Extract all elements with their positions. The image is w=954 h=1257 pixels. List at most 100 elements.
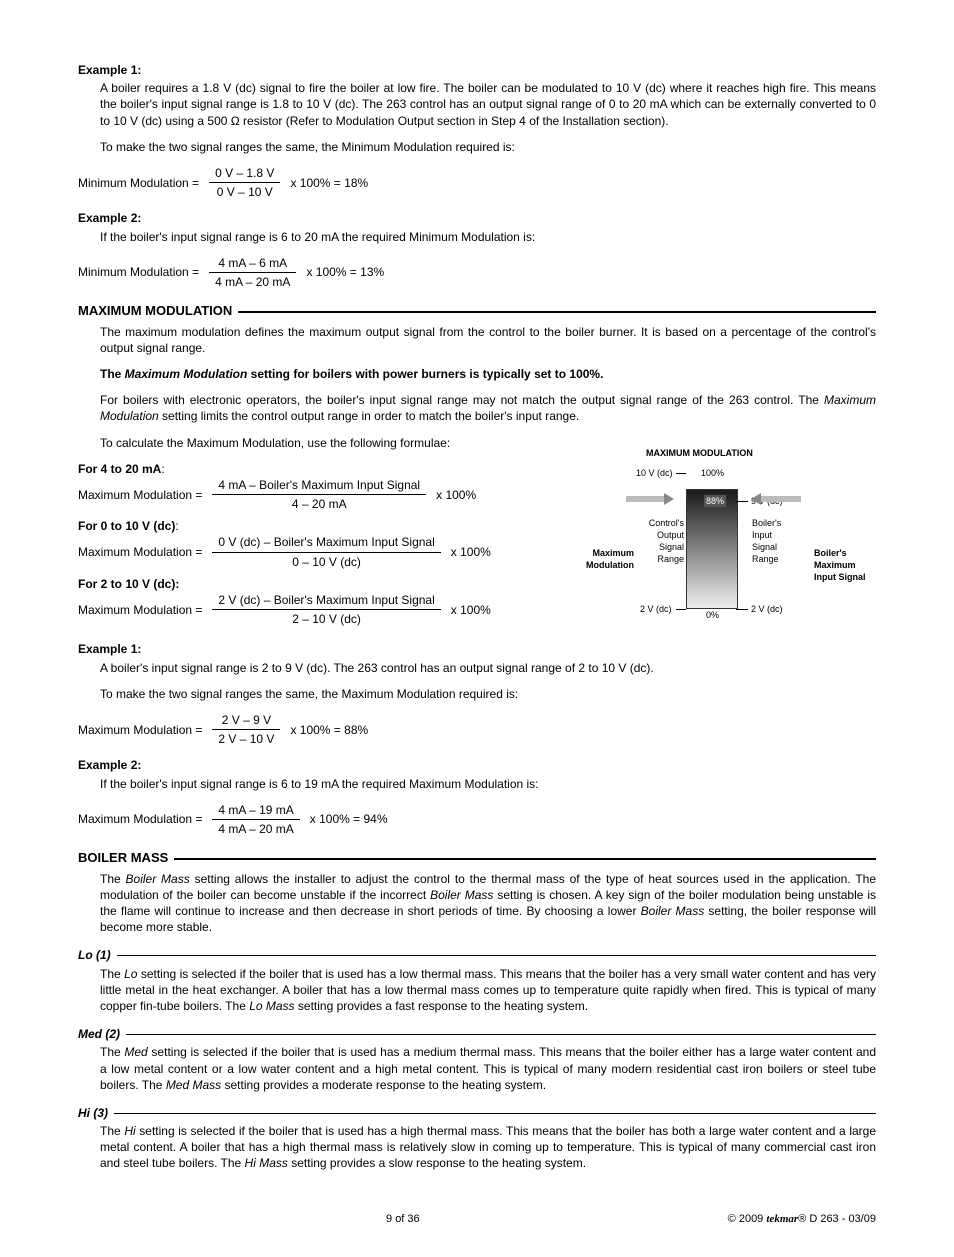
boilermass-title: BOILER MASS <box>78 849 876 867</box>
formula-label: Maximum Modulation = <box>78 811 202 827</box>
t: Med Mass <box>166 1078 221 1092</box>
rule <box>126 1034 876 1035</box>
formula-label: Maximum Modulation = <box>78 722 202 738</box>
t: Lo <box>124 967 137 981</box>
maxex1-lead: A boiler's input signal range is 2 to 9 … <box>78 660 876 676</box>
maxmod-title-text: MAXIMUM MODULATION <box>78 302 232 320</box>
t: setting provides a moderate response to … <box>221 1078 546 1092</box>
numerator: 0 V (dc) – Boiler's Maximum Input Signal <box>212 534 440 552</box>
t: setting for boilers with power burners i… <box>247 367 603 381</box>
bot-left-label: 2 V (dc) <box>640 603 672 615</box>
denominator: 4 – 20 mA <box>212 495 426 512</box>
denominator: 4 mA – 20 mA <box>212 820 299 837</box>
numerator: 4 mA – 19 mA <box>212 802 299 820</box>
maxmod-title: MAXIMUM MODULATION <box>78 302 876 320</box>
denominator: 2 – 10 V (dc) <box>212 610 440 627</box>
tick <box>676 473 686 474</box>
brand: tekmar <box>766 1213 798 1225</box>
example2-formula: Minimum Modulation = 4 mA – 6 mA 4 mA – … <box>78 255 876 290</box>
f3-head: For 2 to 10 V (dc): <box>78 576 576 592</box>
t: The <box>100 367 125 381</box>
t: The <box>100 967 124 981</box>
formula-diagram-row: For 4 to 20 mA: Maximum Modulation = 4 m… <box>78 461 876 634</box>
top-pct: 100% <box>701 467 724 479</box>
maxmod-diagram: MAXIMUM MODULATION 10 V (dc) 100% 88% 9 … <box>596 461 876 631</box>
f1: Maximum Modulation = 4 mA – Boiler's Max… <box>78 477 576 512</box>
t: Boiler Mass <box>641 904 705 918</box>
rule <box>117 955 876 956</box>
maxex2-head: Example 2: <box>78 757 876 773</box>
numerator: 4 mA – 6 mA <box>209 255 296 273</box>
copyright: © 2009 <box>728 1213 767 1225</box>
numerator: 0 V – 1.8 V <box>209 165 280 183</box>
formula-label: Maximum Modulation = <box>78 487 202 503</box>
right-group2: Boiler's Maximum Input Signal <box>814 547 866 583</box>
example1-body: A boiler requires a 1.8 V (dc) signal to… <box>78 80 876 129</box>
t: Maximum Modulation <box>125 367 248 381</box>
rule <box>238 309 876 313</box>
denominator: 2 V – 10 V <box>212 730 280 747</box>
diagram-title: MAXIMUM MODULATION <box>646 447 753 459</box>
hi-title-text: Hi (3) <box>78 1105 108 1121</box>
numerator: 2 V – 9 V <box>212 712 280 730</box>
formula-label: Minimum Modulation = <box>78 264 199 280</box>
docnum: D 263 - 03/09 <box>806 1213 876 1225</box>
maxmod-p3: For boilers with electronic operators, t… <box>78 392 876 424</box>
maxmod-p4: To calculate the Maximum Modulation, use… <box>78 435 876 451</box>
tick <box>736 609 748 610</box>
t: The <box>100 1124 124 1138</box>
maxex2-formula: Maximum Modulation = 4 mA – 19 mA 4 mA –… <box>78 802 876 837</box>
lo-body: The Lo setting is selected if the boiler… <box>78 966 876 1015</box>
denominator: 0 – 10 V (dc) <box>212 553 440 570</box>
f3: Maximum Modulation = 2 V (dc) – Boiler's… <box>78 592 576 627</box>
t: Boiler Mass <box>430 888 493 902</box>
numerator: 2 V (dc) – Boiler's Maximum Input Signal <box>212 592 440 610</box>
t: Hi <box>124 1124 135 1138</box>
med-title-text: Med (2) <box>78 1026 120 1042</box>
denominator: 0 V – 10 V <box>209 183 280 200</box>
fraction: 4 mA – Boiler's Maximum Input Signal 4 –… <box>212 477 426 512</box>
maxex1-lead2: To make the two signal ranges the same, … <box>78 686 876 702</box>
f1-head: For 4 to 20 mA: <box>78 461 576 477</box>
rule <box>114 1113 876 1114</box>
example1-head: Example 1: <box>78 62 876 78</box>
example2-lead: If the boiler's input signal range is 6 … <box>78 229 876 245</box>
denominator: 4 mA – 20 mA <box>209 273 296 290</box>
fraction: 4 mA – 19 mA 4 mA – 20 mA <box>212 802 299 837</box>
right-group1: Boiler's Input Signal Range <box>752 517 781 566</box>
rule <box>174 856 876 860</box>
boilermass-p1: The Boiler Mass setting allows the insta… <box>78 871 876 936</box>
arrow-right-icon <box>664 493 674 505</box>
tick <box>676 609 686 610</box>
times: x 100% <box>451 602 491 618</box>
lo-title-text: Lo (1) <box>78 947 111 963</box>
t: Boiler Mass <box>126 872 190 886</box>
arrow-left-icon <box>751 493 761 505</box>
page-footer: 9 of 36 © 2009 tekmar® D 263 - 03/09 <box>78 1212 876 1227</box>
formula-label: Maximum Modulation = <box>78 544 202 560</box>
times: x 100% <box>436 487 476 503</box>
med-title: Med (2) <box>78 1026 876 1042</box>
maxmod-p1: The maximum modulation defines the maxim… <box>78 324 876 356</box>
arrow-stem <box>626 496 666 502</box>
t: For boilers with electronic operators, t… <box>100 393 824 407</box>
lo-title: Lo (1) <box>78 947 876 963</box>
times: x 100% <box>451 544 491 560</box>
t: For 4 to 20 mA <box>78 462 161 476</box>
med-body: The Med setting is selected if the boile… <box>78 1044 876 1093</box>
arrow-stem <box>761 496 801 502</box>
result: x 100% = 94% <box>310 811 388 827</box>
hi-body: The Hi setting is selected if the boiler… <box>78 1123 876 1172</box>
page-number: 9 of 36 <box>386 1212 420 1227</box>
footer-right: © 2009 tekmar® D 263 - 03/09 <box>728 1212 876 1227</box>
left-group2: Maximum Modulation <box>578 547 634 571</box>
t: Med <box>124 1045 147 1059</box>
hi-title: Hi (3) <box>78 1105 876 1121</box>
maxex1-formula: Maximum Modulation = 2 V – 9 V 2 V – 10 … <box>78 712 876 747</box>
maxex2-lead: If the boiler's input signal range is 6 … <box>78 776 876 792</box>
fraction: 4 mA – 6 mA 4 mA – 20 mA <box>209 255 296 290</box>
tick <box>736 501 748 502</box>
t: Lo Mass <box>249 999 294 1013</box>
f2: Maximum Modulation = 0 V (dc) – Boiler's… <box>78 534 576 569</box>
fraction: 2 V – 9 V 2 V – 10 V <box>212 712 280 747</box>
